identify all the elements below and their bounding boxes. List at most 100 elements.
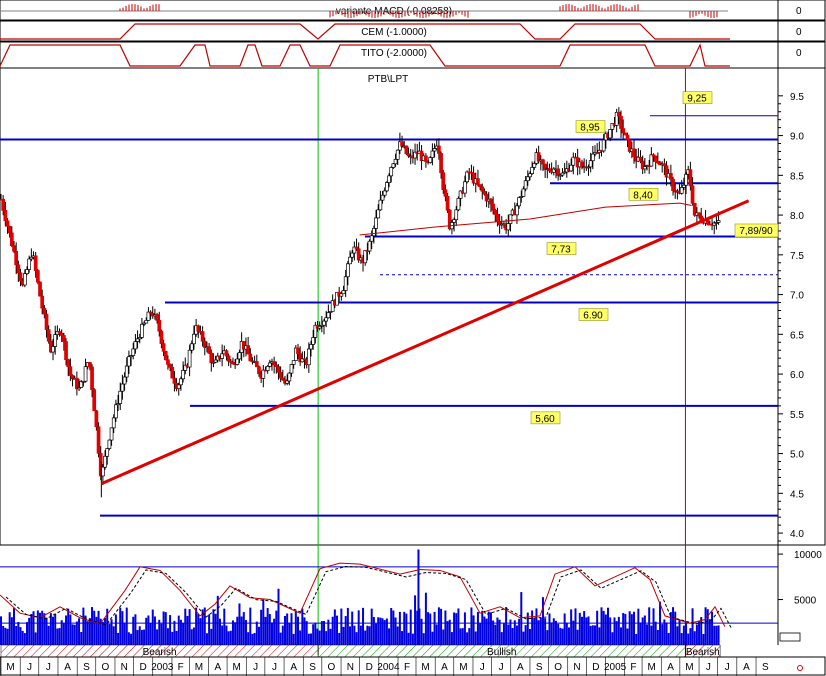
candle-body xyxy=(148,311,153,314)
y-tick-label: 7.5 xyxy=(790,251,804,262)
candle-body xyxy=(68,366,73,376)
y-tick-label: 5.0 xyxy=(790,450,804,461)
month-label: M xyxy=(459,662,467,673)
candle-body xyxy=(274,364,279,367)
candle-body xyxy=(354,246,359,250)
candle-body xyxy=(382,190,387,196)
last-price-box xyxy=(734,223,779,238)
candle-body xyxy=(166,359,170,365)
candle-body xyxy=(385,182,389,192)
candle-body xyxy=(103,455,107,468)
candle-body xyxy=(183,364,188,371)
month-label: A xyxy=(214,662,221,673)
candle-body xyxy=(454,209,459,221)
regime-label: Bullish xyxy=(487,647,516,658)
candle-body xyxy=(131,348,136,356)
candle-body xyxy=(476,178,480,185)
candle-body xyxy=(380,194,385,201)
candle-body xyxy=(127,356,131,367)
chart-title: PTB\LPT xyxy=(368,74,409,85)
candle-body xyxy=(107,439,112,449)
level-label-box xyxy=(682,91,713,104)
candle-body xyxy=(484,193,489,202)
candle-body xyxy=(335,291,339,306)
candle-body xyxy=(94,410,99,428)
month-label: J xyxy=(725,662,730,673)
volume-tick-label: 10000 xyxy=(794,550,822,561)
candle-body xyxy=(543,163,547,170)
candle-body xyxy=(400,141,404,147)
candle-body xyxy=(313,324,318,338)
candle-body xyxy=(452,219,456,223)
candle-body xyxy=(83,366,88,382)
candle-body xyxy=(38,281,42,297)
candle-body xyxy=(664,165,669,178)
candle-body xyxy=(569,164,573,172)
y-tick-label: 9.5 xyxy=(790,92,804,103)
month-label: M xyxy=(685,662,693,673)
candle-body xyxy=(471,172,476,184)
candle-body xyxy=(285,380,290,384)
y-tick-label: 9.0 xyxy=(790,132,804,143)
candle-body xyxy=(608,129,613,139)
candle-body xyxy=(558,174,563,177)
scale-box xyxy=(779,632,801,642)
candle-body xyxy=(406,153,411,157)
month-label: M xyxy=(647,662,655,673)
candle-body xyxy=(447,209,452,230)
candle-body xyxy=(588,160,593,168)
candle-body xyxy=(586,166,591,169)
level-label-box xyxy=(628,188,659,201)
candle-body xyxy=(187,349,192,368)
month-label: D xyxy=(140,662,147,673)
candle-body xyxy=(669,173,673,180)
candle-body xyxy=(7,226,12,234)
candle-body xyxy=(317,325,322,329)
candle-body xyxy=(124,365,129,378)
candle-body xyxy=(532,163,537,168)
candle-body xyxy=(293,347,298,361)
moving-average-line xyxy=(359,202,692,236)
candle-body xyxy=(519,196,524,198)
candle-body xyxy=(443,189,448,197)
candle-body xyxy=(211,361,216,364)
regime-label: Bearish xyxy=(143,647,177,658)
candle-body xyxy=(439,153,443,174)
candle-body xyxy=(122,376,127,385)
trend-line xyxy=(100,199,750,486)
candle-body xyxy=(571,156,576,166)
indicator-panel-frame xyxy=(0,0,826,21)
candle-body xyxy=(445,195,450,211)
candle-body xyxy=(33,255,38,271)
month-label: M xyxy=(233,662,241,673)
candle-body xyxy=(692,202,697,216)
candle-body xyxy=(656,161,660,164)
candle-body xyxy=(489,198,493,205)
month-label: A xyxy=(743,662,750,673)
candles xyxy=(0,107,721,498)
month-label: 2004 xyxy=(377,662,400,673)
candle-body xyxy=(328,310,333,313)
status-dot-icon xyxy=(797,665,803,671)
level-label-box xyxy=(575,120,606,133)
candle-body xyxy=(133,341,138,350)
month-label: M xyxy=(421,662,429,673)
candle-body xyxy=(662,163,667,167)
candle-body xyxy=(146,311,151,321)
month-label: O xyxy=(328,662,336,673)
month-label: J xyxy=(272,662,277,673)
candle-body xyxy=(638,156,643,162)
candle-body xyxy=(627,139,632,152)
candle-body xyxy=(393,158,398,165)
candle-body xyxy=(70,375,75,380)
volume-tick-label: 5000 xyxy=(794,596,817,607)
candle-body xyxy=(176,384,181,389)
candle-body xyxy=(352,246,357,254)
candle-body xyxy=(81,380,86,383)
indicator-panel-frame xyxy=(0,20,826,42)
candle-body xyxy=(632,148,636,157)
level-label: 5,60 xyxy=(535,414,555,425)
candle-body xyxy=(463,181,467,194)
level-label: 6.90 xyxy=(583,311,603,322)
